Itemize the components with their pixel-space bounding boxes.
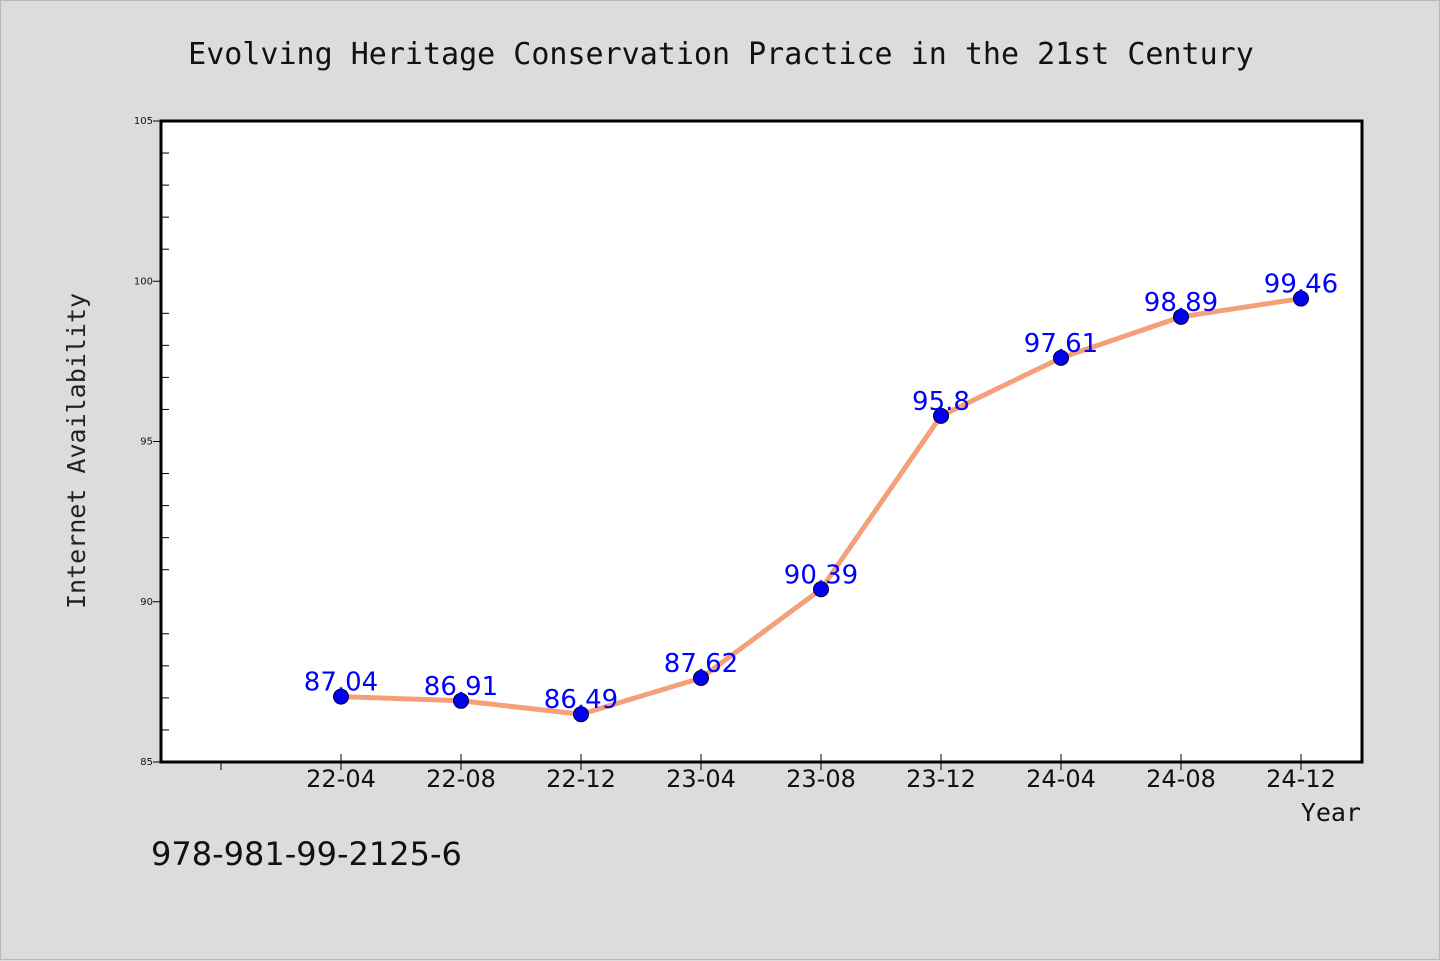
x-tick-label: 23-04 <box>666 765 736 793</box>
y-tick-label: 100 <box>134 276 153 287</box>
data-label: 90.39 <box>784 560 858 590</box>
data-label: 86.49 <box>544 685 618 715</box>
plot-area <box>159 119 1364 764</box>
x-tick-label: 23-08 <box>786 765 856 793</box>
y-axis-label: Internet Availability <box>62 293 91 609</box>
x-axis: 22-04 22-08 22-12 23-04 23-08 23-12 24-04 24-08… <box>220 754 1336 793</box>
x-tick-label: 24-04 <box>1026 765 1096 793</box>
data-point <box>933 407 949 424</box>
y-tick-label: 105 <box>134 116 153 127</box>
data-label: 99.46 <box>1264 270 1338 300</box>
data-point <box>573 706 589 723</box>
x-tick-label: 22-04 <box>306 765 376 793</box>
x-tick-label: 23-12 <box>906 765 976 793</box>
y-tick-label: 95 <box>140 437 153 448</box>
x-tick-label: 24-08 <box>1146 765 1216 793</box>
y-tick-label: 85 <box>140 757 153 768</box>
x-tick-label: 24-12 <box>1266 765 1336 793</box>
data-point <box>813 581 829 598</box>
data-point <box>1173 308 1189 325</box>
data-point <box>1293 290 1309 307</box>
data-label: 98.89 <box>1144 288 1218 318</box>
data-label: 95.8 <box>912 387 970 417</box>
series-layer: 87.04 86.91 86.49 87.62 90.39 95.8 97.61 98.89 9… <box>304 270 1338 723</box>
data-label: 97.61 <box>1024 329 1098 359</box>
chart-title: Evolving Heritage Conservation Practice … <box>188 37 1254 72</box>
data-point <box>333 688 349 705</box>
data-label: 86.91 <box>424 672 498 702</box>
x-tick-label: 22-08 <box>426 765 496 793</box>
data-label: 87.04 <box>304 668 378 698</box>
y-tick-label: 90 <box>140 597 153 608</box>
data-point <box>453 692 469 709</box>
data-point <box>1053 349 1069 366</box>
isbn-annotation: 978-981-99-2125-6 <box>151 835 462 873</box>
x-axis-label: Year <box>1301 798 1361 827</box>
x-tick-label: 22-12 <box>546 765 616 793</box>
data-point <box>693 670 709 687</box>
data-label: 87.62 <box>664 649 738 679</box>
y-axis: 85 90 95 100 105 <box>134 116 169 768</box>
